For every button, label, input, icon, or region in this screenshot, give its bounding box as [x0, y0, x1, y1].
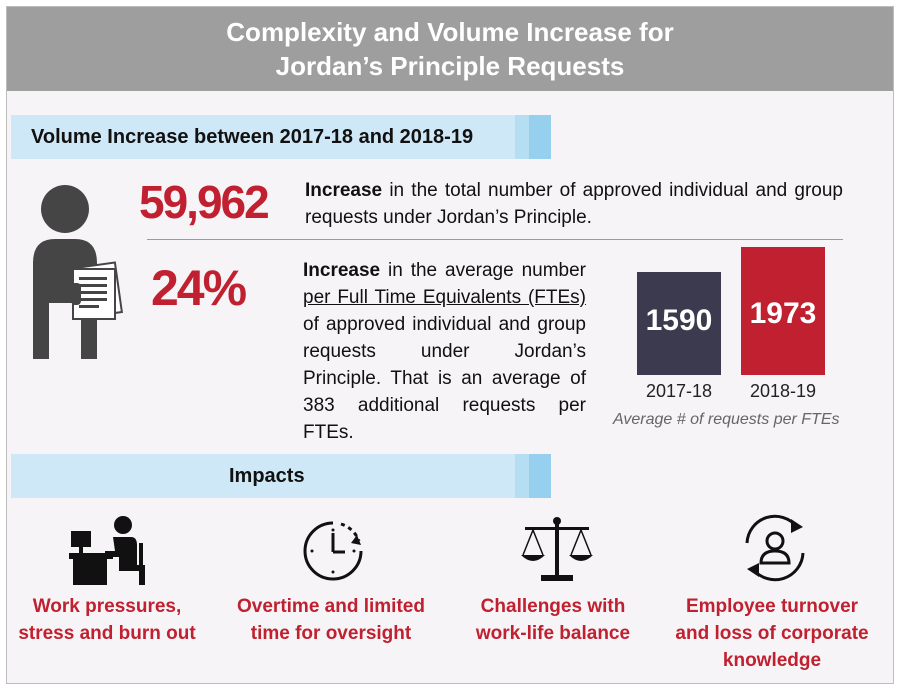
title-line-1: Complexity and Volume Increase for	[226, 17, 674, 47]
impact-2-line-2: time for oversight	[250, 623, 412, 644]
impact-2-line-1: Overtime and limited	[237, 596, 425, 617]
title-bar: Complexity and Volume Increase for Jorda…	[7, 7, 893, 91]
chart-caption: Average # of requests per FTEs	[613, 411, 840, 428]
bar-category-label: 2017-18	[645, 381, 713, 401]
impact-3-line-1: Challenges with	[480, 596, 626, 617]
volume-section-band: Volume Increase between 2017-18 and 2018…	[11, 115, 551, 159]
impact-4-line-3: knowledge	[722, 650, 822, 671]
impact-1-line-1: Work pressures,	[32, 596, 182, 617]
impacts-section-band: Impacts	[11, 454, 551, 498]
volume-section-heading: Volume Increase between 2017-18 and 2018…	[31, 126, 474, 148]
bar-value-label: 1973	[749, 297, 817, 330]
stat2-underlined: per Full Time Equivalents (FTEs)	[303, 287, 586, 308]
bar-2017-18: 1590	[637, 272, 721, 375]
impact-1-line-2: stress and burn out	[18, 623, 196, 644]
scales-icon	[521, 517, 593, 581]
bar-value-label: 1590	[645, 304, 713, 337]
infographic: Complexity and Volume Increase for Jorda…	[6, 6, 894, 684]
stat1-text: in the total number of approved individu…	[305, 180, 843, 228]
desk-worker-icon	[69, 516, 145, 585]
impact-item-work-pressures: Work pressures, stress and burn out	[7, 593, 207, 647]
impact-4-line-1: Employee turnover	[685, 596, 859, 617]
stat2-value: 24%	[151, 260, 247, 316]
stat1-value: 59,962	[139, 176, 270, 228]
stat2-description: Increase in the average number per Full …	[303, 257, 586, 446]
bar-category-label: 2018-19	[749, 381, 817, 401]
impact-item-overtime: Overtime and limited time for oversight	[221, 593, 441, 647]
person-with-documents-icon	[33, 185, 123, 359]
bar-2018-19: 1973	[741, 247, 825, 375]
stat2-text-a: in the average number	[380, 260, 586, 281]
stat1-description: Increase in the total number of approved…	[305, 177, 843, 231]
impact-3-line-2: work-life balance	[475, 623, 631, 644]
clock-icon	[303, 521, 363, 581]
impacts-section-heading: Impacts	[229, 465, 305, 487]
person-cycle-icon	[745, 514, 805, 582]
stat2-lead: Increase	[303, 260, 381, 281]
stat2-text-b: of approved individual and group request…	[303, 314, 586, 443]
stat1-lead: Increase	[305, 180, 383, 201]
impact-4-line-2: and loss of corporate	[675, 623, 869, 644]
divider	[147, 239, 843, 240]
impact-item-turnover: Employee turnover and loss of corporate …	[667, 593, 877, 674]
title-line-2: Jordan’s Principle Requests	[275, 51, 625, 81]
impact-item-work-life: Challenges with work-life balance	[453, 593, 653, 647]
